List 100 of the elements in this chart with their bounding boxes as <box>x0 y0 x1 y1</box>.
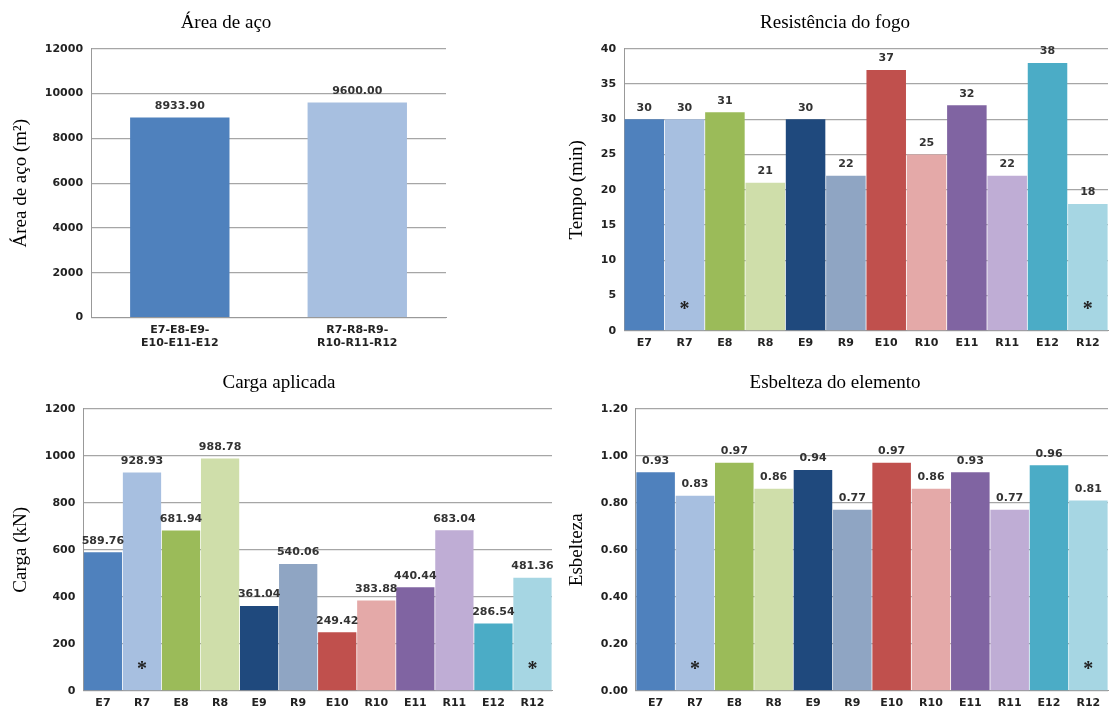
bar <box>318 632 357 691</box>
x-tick-label: E10 <box>325 696 349 710</box>
y-tick-label: 400 <box>52 589 76 603</box>
data-label: 481.36 <box>511 559 555 573</box>
data-label: 988.78 <box>198 439 242 453</box>
x-tick-label: R7 <box>676 336 693 350</box>
y-tick-label: 1.00 <box>600 448 629 462</box>
bar <box>866 69 906 331</box>
bar <box>745 182 785 331</box>
data-label: 30 <box>636 100 653 114</box>
data-label: 0.93 <box>956 453 984 467</box>
data-label: 286.54 <box>472 604 515 618</box>
y-tick-label: 25 <box>600 147 617 161</box>
x-tick-label: E7 <box>95 696 111 710</box>
y-tick-label: 1.20 <box>600 401 629 415</box>
data-label: 18 <box>1080 185 1096 199</box>
data-label: 683.04 <box>433 511 476 525</box>
x-tick-label: E8 <box>726 696 742 710</box>
annotation: * <box>679 296 690 319</box>
data-label: 0.77 <box>996 491 1024 505</box>
y-tick-label: 0 <box>608 323 617 337</box>
bar <box>279 563 318 691</box>
bar <box>513 577 552 691</box>
data-label: 0.86 <box>760 470 788 484</box>
bar <box>833 509 872 691</box>
bar <box>826 175 866 331</box>
bar <box>435 530 474 691</box>
x-tick-label: R7 <box>133 696 151 710</box>
bar <box>200 458 240 691</box>
bar <box>396 587 435 691</box>
x-tick-label: E11 <box>958 696 982 710</box>
annotation: * <box>527 656 538 679</box>
y-axis-title: Área de aço (m²) <box>9 118 32 248</box>
x-tick-label: E10 <box>874 336 898 350</box>
bar <box>357 600 396 691</box>
bar <box>705 112 745 331</box>
y-tick-label: 1200 <box>44 401 76 415</box>
bar <box>474 623 513 691</box>
y-tick-label: 600 <box>52 542 76 556</box>
data-label: 0.77 <box>838 491 866 505</box>
y-tick-label: 35 <box>600 76 617 90</box>
x-tick-label: E11 <box>403 696 427 710</box>
data-label: 9600.00 <box>332 83 383 97</box>
bar <box>911 488 951 691</box>
x-tick-label: R10 <box>919 696 944 710</box>
x-tick-label: R12 <box>1076 696 1101 710</box>
data-label: 589.76 <box>81 533 125 547</box>
data-label: 0.81 <box>1074 481 1102 495</box>
x-tick-label: R10 <box>914 336 939 350</box>
data-label: 22 <box>999 157 1015 171</box>
data-label: 38 <box>1039 44 1056 58</box>
x-tick-label: E7 <box>636 336 652 350</box>
y-tick-label: 30 <box>600 112 617 126</box>
data-label: 32 <box>959 86 975 100</box>
data-label: 383.88 <box>355 581 398 595</box>
data-label: 25 <box>918 135 935 149</box>
bar <box>754 488 793 691</box>
data-label: 0.97 <box>878 444 906 458</box>
bar <box>947 105 987 331</box>
data-label: 361.04 <box>237 587 281 601</box>
bar <box>1069 500 1108 691</box>
x-tick-label: E11 <box>955 336 979 350</box>
x-tick-label: R9 <box>837 336 854 350</box>
annotation: * <box>1083 656 1094 679</box>
x-tick-label: E9 <box>797 336 814 350</box>
bar <box>675 495 715 691</box>
x-tick-label: R11 <box>995 336 1020 350</box>
annotation: * <box>1082 296 1093 319</box>
chart-title: Esbelteza do elemento <box>749 371 921 393</box>
y-tick-label: 0.00 <box>600 683 629 697</box>
x-tick-label: R7-R8-R9-R10-R11-R12 <box>317 323 398 350</box>
x-tick-label: R10 <box>364 696 389 710</box>
y-tick-label: 12000 <box>44 41 84 55</box>
data-label: 22 <box>838 157 854 171</box>
bar <box>715 462 754 691</box>
data-label: 440.44 <box>394 568 437 582</box>
y-tick-label: 0.60 <box>600 542 629 556</box>
bar <box>1029 465 1069 691</box>
y-tick-label: 5 <box>608 288 617 302</box>
bar <box>624 119 665 331</box>
data-label: 30 <box>676 100 693 114</box>
x-tick-label: E12 <box>1037 696 1061 710</box>
data-label: 0.96 <box>1035 446 1063 460</box>
data-label: 0.97 <box>720 444 748 458</box>
x-tick-label: R7 <box>686 696 704 710</box>
x-tick-label: E8 <box>173 696 189 710</box>
bar <box>161 530 201 691</box>
bar <box>83 552 123 691</box>
data-label: 21 <box>757 164 773 178</box>
y-tick-label: 1000 <box>44 448 76 462</box>
x-tick-label: E9 <box>251 696 267 710</box>
data-label: 37 <box>878 51 894 65</box>
x-tick-label: E8 <box>717 336 733 350</box>
x-tick-label: E7 <box>648 696 664 710</box>
x-tick-label: R9 <box>844 696 861 710</box>
data-label: 681.94 <box>159 511 203 525</box>
bar <box>951 472 990 691</box>
chart-title: Carga aplicada <box>222 371 337 393</box>
y-tick-label: 0.80 <box>600 495 629 509</box>
bar <box>990 509 1029 691</box>
